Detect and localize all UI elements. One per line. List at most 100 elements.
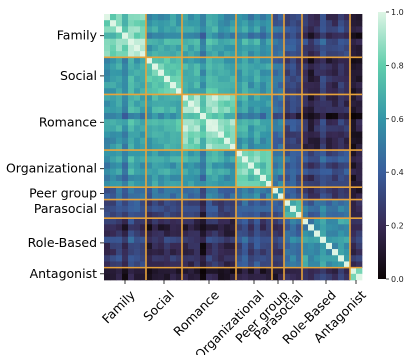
heatmap-cell	[320, 156, 327, 163]
heatmap-cell	[116, 199, 123, 207]
heatmap-cell	[182, 32, 189, 40]
heatmap-cell	[350, 211, 357, 219]
heatmap-cell	[200, 199, 207, 207]
heatmap-cell	[308, 20, 315, 27]
heatmap-cell	[254, 94, 261, 101]
heatmap-cell	[200, 181, 207, 188]
heatmap-cell	[206, 100, 213, 108]
heatmap-cell	[284, 106, 291, 114]
heatmap-cell	[206, 106, 213, 114]
heatmap-cell	[188, 236, 195, 244]
heatmap-cell	[104, 193, 111, 200]
heatmap-cell	[338, 63, 345, 71]
heatmap-cell	[272, 261, 279, 268]
heatmap-cell	[320, 205, 327, 213]
heatmap-cell	[302, 193, 309, 200]
heatmap-cell	[176, 156, 183, 163]
heatmap-cell	[308, 137, 315, 145]
heatmap-cell	[350, 236, 357, 244]
heatmap-cell	[170, 26, 177, 33]
heatmap-cell	[152, 44, 159, 52]
heatmap-cell	[158, 137, 165, 145]
heatmap-cell	[158, 156, 165, 163]
heatmap-cell	[314, 100, 321, 108]
heatmap-cell	[338, 255, 345, 262]
heatmap-cell	[248, 273, 255, 281]
heatmap-cell	[266, 156, 273, 163]
heatmap-cell	[218, 44, 225, 52]
heatmap-cell	[110, 218, 117, 225]
heatmap-cell	[146, 119, 153, 126]
heatmap-cell	[158, 88, 165, 95]
heatmap-cell	[248, 267, 255, 275]
heatmap-cell	[302, 143, 309, 151]
heatmap-cell	[158, 205, 165, 213]
heatmap-cell	[266, 125, 273, 132]
heatmap-cell	[206, 193, 213, 200]
heatmap-cell	[188, 94, 195, 101]
heatmap-cell	[206, 187, 213, 194]
heatmap-cell	[236, 150, 243, 157]
heatmap-cell	[314, 156, 321, 163]
heatmap-cell	[200, 125, 207, 132]
heatmap-cell	[212, 255, 219, 262]
heatmap-cell	[182, 218, 189, 225]
heatmap-cell	[164, 193, 171, 200]
heatmap-cell	[242, 112, 249, 120]
heatmap-cell	[332, 75, 339, 83]
heatmap-cell	[128, 205, 135, 213]
heatmap-cell	[242, 125, 249, 132]
heatmap-cell	[182, 125, 189, 132]
heatmap-cell	[314, 273, 321, 281]
heatmap-cell	[320, 143, 327, 151]
heatmap-cell	[158, 211, 165, 219]
heatmap-cell	[212, 187, 219, 194]
heatmap-cell	[164, 150, 171, 157]
heatmap-cell	[326, 211, 333, 219]
heatmap-cell	[158, 261, 165, 268]
heatmap-cell	[344, 261, 351, 268]
heatmap-cell	[332, 249, 339, 256]
heatmap-cell	[182, 137, 189, 145]
heatmap-cell	[326, 261, 333, 268]
heatmap-cell	[188, 181, 195, 188]
heatmap-cell	[128, 125, 135, 132]
heatmap-cell	[176, 32, 183, 40]
heatmap-cell	[194, 236, 201, 244]
heatmap-cell	[206, 63, 213, 71]
heatmap-cell	[350, 112, 357, 120]
heatmap-cell	[296, 69, 303, 77]
heatmap-cell	[164, 94, 171, 101]
heatmap-cell	[338, 218, 345, 225]
heatmap-cell	[350, 224, 357, 231]
heatmap-cell	[212, 174, 219, 182]
heatmap-cell	[218, 211, 225, 219]
heatmap-cell	[206, 51, 213, 58]
heatmap-cell	[212, 26, 219, 33]
heatmap-cell	[332, 261, 339, 268]
heatmap-cell	[218, 143, 225, 151]
heatmap-cell	[176, 143, 183, 151]
heatmap-cell	[110, 193, 117, 200]
heatmap-cell	[344, 57, 351, 64]
heatmap-cell	[242, 218, 249, 225]
heatmap-cell	[254, 273, 261, 281]
heatmap-cell	[254, 261, 261, 268]
heatmap-cell	[140, 137, 147, 145]
heatmap-cell	[176, 112, 183, 120]
heatmap-cell	[122, 94, 129, 101]
heatmap-cell	[134, 230, 141, 238]
heatmap-cell	[248, 14, 255, 21]
heatmap-cell	[170, 100, 177, 108]
heatmap-cell	[224, 94, 231, 101]
heatmap-cell	[302, 218, 309, 225]
heatmap-cell	[230, 242, 237, 250]
heatmap-cell	[182, 199, 189, 207]
heatmap-cell	[266, 119, 273, 126]
heatmap-cell	[326, 242, 333, 250]
heatmap-cell	[140, 242, 147, 250]
heatmap-cell	[110, 131, 117, 139]
heatmap-cell	[218, 125, 225, 132]
heatmap-cell	[290, 242, 297, 250]
heatmap-cell	[146, 75, 153, 83]
